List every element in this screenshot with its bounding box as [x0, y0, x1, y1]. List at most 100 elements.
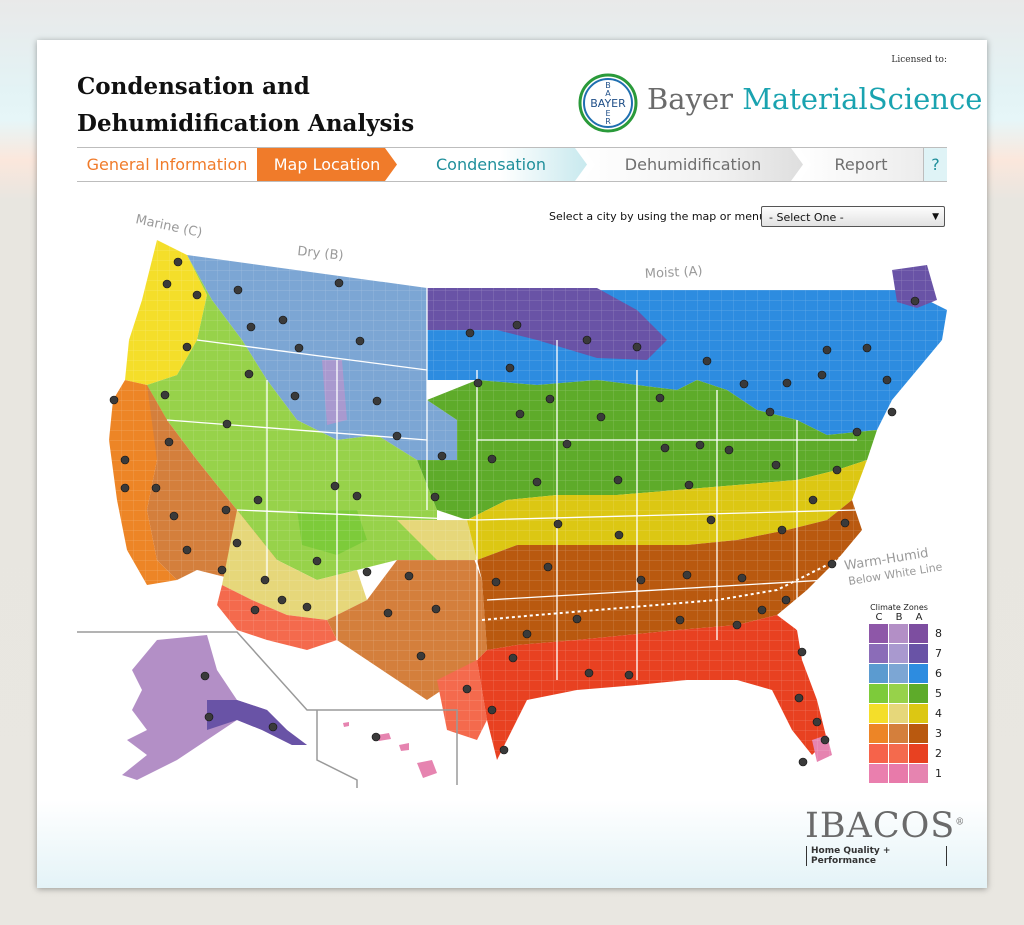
city-marker[interactable] [437, 451, 447, 461]
city-marker[interactable] [372, 396, 382, 406]
city-marker[interactable] [499, 745, 509, 755]
city-marker[interactable] [109, 395, 119, 405]
city-marker[interactable] [522, 629, 532, 639]
city-marker[interactable] [636, 575, 646, 585]
city-marker[interactable] [221, 505, 231, 515]
city-marker[interactable] [822, 345, 832, 355]
city-marker[interactable] [294, 343, 304, 353]
city-marker[interactable] [246, 322, 256, 332]
city-marker[interactable] [794, 693, 804, 703]
city-marker[interactable] [160, 390, 170, 400]
city-marker[interactable] [222, 419, 232, 429]
tab-condensation[interactable]: Condensation [395, 148, 587, 181]
city-marker[interactable] [151, 483, 161, 493]
city-marker[interactable] [232, 538, 242, 548]
city-marker[interactable] [702, 356, 712, 366]
city-marker[interactable] [706, 515, 716, 525]
city-marker[interactable] [244, 369, 254, 379]
city-marker[interactable] [383, 608, 393, 618]
city-marker[interactable] [290, 391, 300, 401]
city-marker[interactable] [250, 605, 260, 615]
city-marker[interactable] [515, 409, 525, 419]
city-marker[interactable] [192, 290, 202, 300]
conus-zones[interactable] [109, 240, 947, 762]
city-marker[interactable] [505, 363, 515, 373]
city-marker[interactable] [182, 342, 192, 352]
city-marker[interactable] [173, 257, 183, 267]
city-marker[interactable] [660, 443, 670, 453]
city-marker[interactable] [362, 567, 372, 577]
city-marker[interactable] [724, 445, 734, 455]
city-marker[interactable] [404, 571, 414, 581]
city-marker[interactable] [204, 712, 214, 722]
city-marker[interactable] [812, 717, 822, 727]
city-marker[interactable] [695, 440, 705, 450]
tab-map-location[interactable]: Map Location [257, 148, 397, 181]
city-marker[interactable] [487, 454, 497, 464]
city-marker[interactable] [355, 336, 365, 346]
city-marker[interactable] [732, 620, 742, 630]
city-marker[interactable] [852, 427, 862, 437]
city-marker[interactable] [572, 614, 582, 624]
city-marker[interactable] [352, 491, 362, 501]
city-marker[interactable] [532, 477, 542, 487]
city-select-dropdown[interactable]: - Select One - ▼ [761, 206, 945, 227]
city-marker[interactable] [371, 732, 381, 742]
city-marker[interactable] [253, 495, 263, 505]
city-marker[interactable] [887, 407, 897, 417]
city-marker[interactable] [682, 570, 692, 580]
tab-general-information[interactable]: General Information [77, 148, 257, 181]
alaska-inset[interactable] [77, 631, 458, 785]
city-marker[interactable] [910, 296, 920, 306]
city-marker[interactable] [613, 475, 623, 485]
city-marker[interactable] [431, 604, 441, 614]
city-marker[interactable] [392, 431, 402, 441]
city-marker[interactable] [562, 439, 572, 449]
city-marker[interactable] [512, 320, 522, 330]
city-marker[interactable] [808, 495, 818, 505]
city-marker[interactable] [739, 379, 749, 389]
city-marker[interactable] [545, 394, 555, 404]
tab-report[interactable]: Report [799, 148, 923, 181]
city-marker[interactable] [882, 375, 892, 385]
climate-zone-map[interactable]: Marine (C) Dry (B) Moist (A) Warm-Humid … [37, 40, 987, 888]
city-marker[interactable] [217, 565, 227, 575]
city-marker[interactable] [416, 651, 426, 661]
city-marker[interactable] [491, 577, 501, 587]
city-marker[interactable] [334, 278, 344, 288]
city-marker[interactable] [162, 279, 172, 289]
city-marker[interactable] [684, 480, 694, 490]
city-marker[interactable] [781, 595, 791, 605]
city-marker[interactable] [462, 684, 472, 694]
city-marker[interactable] [312, 556, 322, 566]
city-marker[interactable] [737, 573, 747, 583]
city-marker[interactable] [614, 530, 624, 540]
city-marker[interactable] [675, 615, 685, 625]
city-marker[interactable] [508, 653, 518, 663]
city-marker[interactable] [465, 328, 475, 338]
city-markers[interactable] [109, 257, 920, 767]
city-marker[interactable] [798, 757, 808, 767]
city-marker[interactable] [582, 335, 592, 345]
city-marker[interactable] [624, 670, 634, 680]
city-marker[interactable] [553, 519, 563, 529]
city-marker[interactable] [771, 460, 781, 470]
city-marker[interactable] [430, 492, 440, 502]
city-marker[interactable] [543, 562, 553, 572]
city-marker[interactable] [200, 671, 210, 681]
city-marker[interactable] [817, 370, 827, 380]
city-marker[interactable] [820, 735, 830, 745]
city-marker[interactable] [473, 378, 483, 388]
city-marker[interactable] [782, 378, 792, 388]
city-marker[interactable] [757, 605, 767, 615]
city-marker[interactable] [169, 511, 179, 521]
city-marker[interactable] [277, 595, 287, 605]
city-marker[interactable] [330, 481, 340, 491]
city-marker[interactable] [260, 575, 270, 585]
city-marker[interactable] [278, 315, 288, 325]
city-marker[interactable] [777, 525, 787, 535]
city-marker[interactable] [832, 465, 842, 475]
city-marker[interactable] [233, 285, 243, 295]
city-marker[interactable] [487, 705, 497, 715]
help-button[interactable]: ? [923, 148, 947, 181]
